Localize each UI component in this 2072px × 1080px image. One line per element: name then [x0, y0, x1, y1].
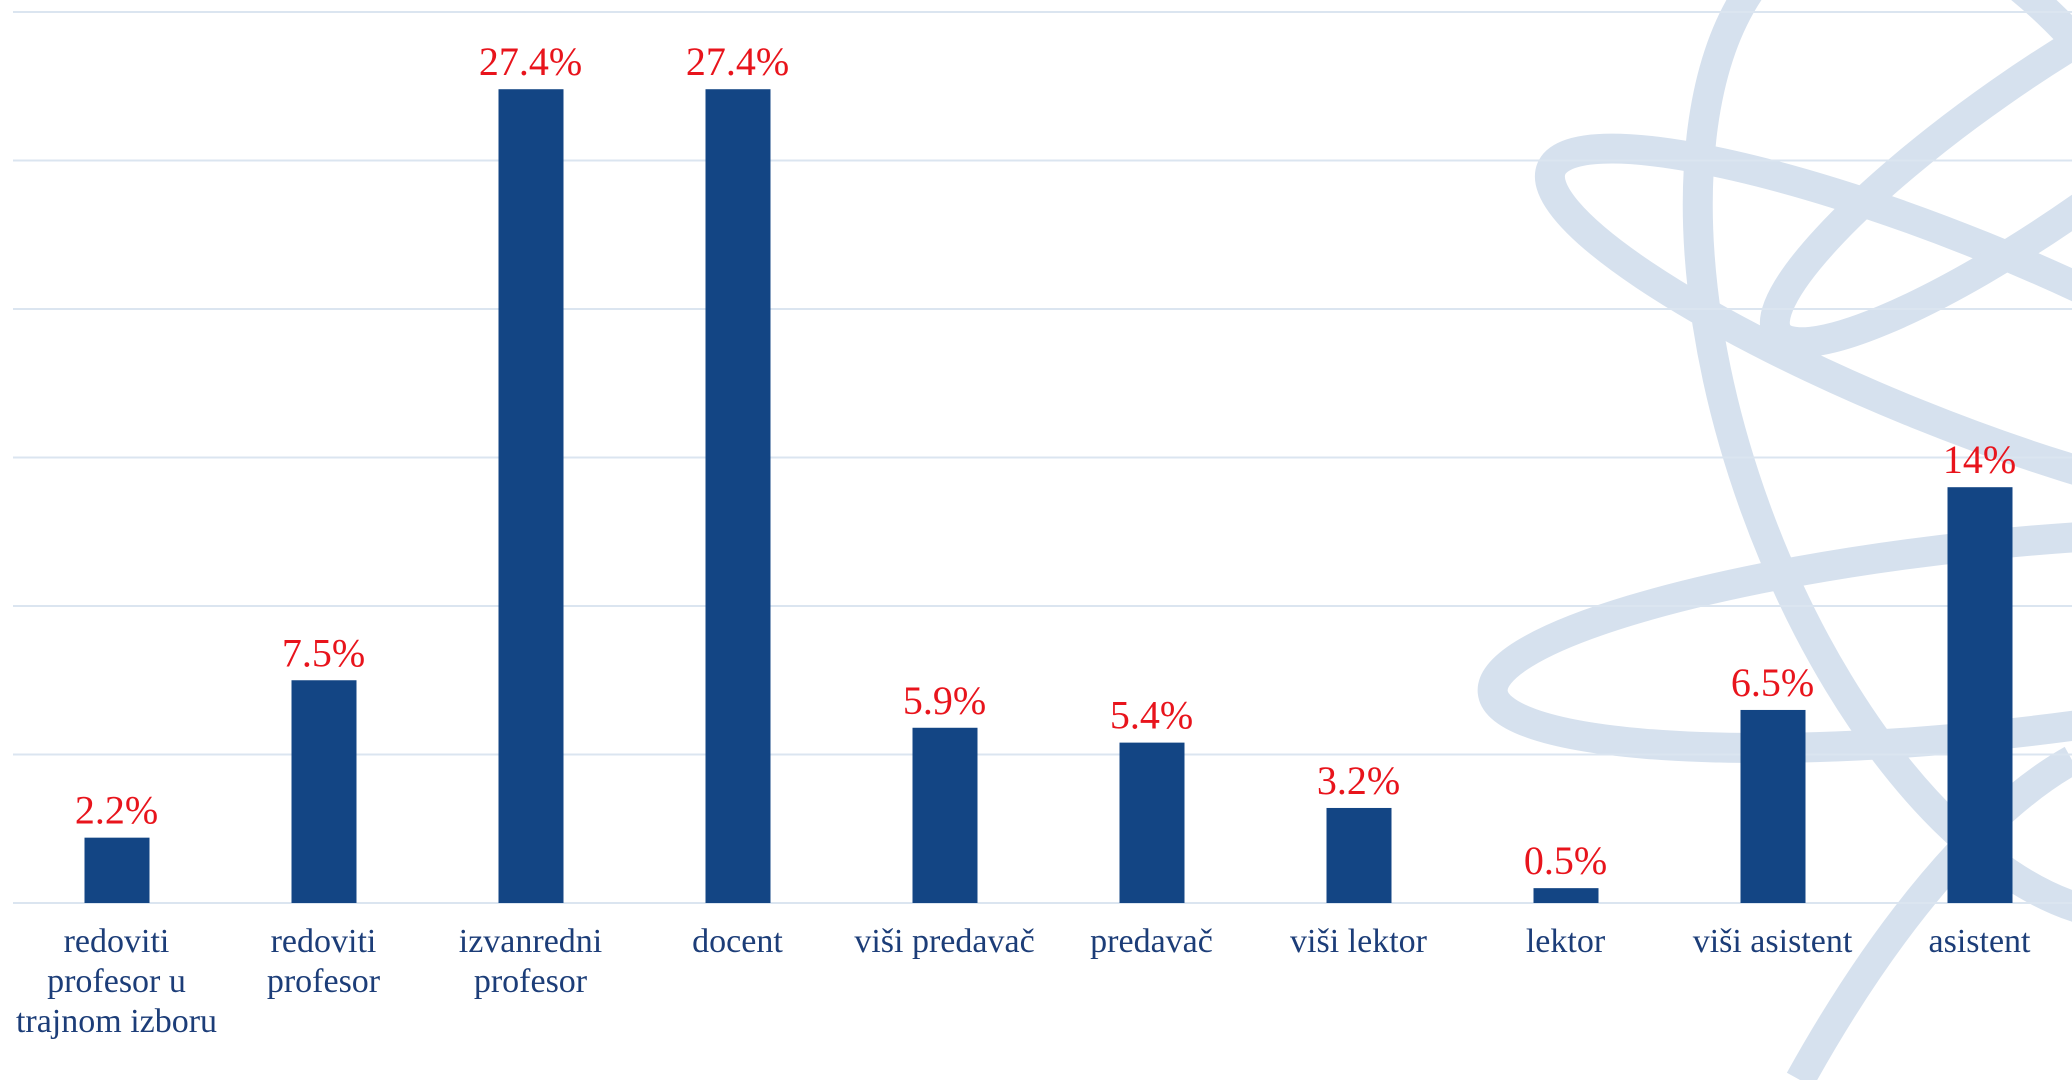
bar	[1947, 487, 2013, 903]
value-label: 27.4%	[686, 39, 789, 84]
bar	[1119, 742, 1185, 903]
decor-line	[1786, 746, 2072, 1080]
x-tick-label: predavač	[1090, 923, 1213, 960]
x-tick-label: lektor	[1525, 923, 1606, 960]
x-tick-label: viši predavač	[854, 923, 1035, 960]
bar	[912, 727, 978, 903]
bar	[1533, 888, 1599, 903]
x-tick-label: izvanredni profesor	[458, 923, 603, 1000]
value-label: 14%	[1943, 437, 2016, 482]
bar	[705, 89, 771, 904]
decor-loop	[1534, 133, 2072, 527]
bar	[498, 89, 564, 904]
value-label: 0.5%	[1524, 838, 1607, 883]
x-tick-label: viši asistent	[1692, 923, 1853, 960]
decor-loop	[1682, 0, 2072, 932]
value-label: 5.4%	[1110, 693, 1193, 738]
bar	[1740, 709, 1806, 903]
bar	[1326, 807, 1392, 903]
x-tick-label: docent	[692, 923, 783, 960]
value-label: 2.2%	[75, 788, 158, 833]
value-label: 27.4%	[479, 39, 582, 84]
value-label: 7.5%	[282, 630, 365, 675]
bar	[291, 680, 357, 903]
x-tick-label: redoviti profesor	[266, 923, 381, 1000]
x-tick-label: viši lektor	[1290, 923, 1427, 960]
decor-loop	[1759, 0, 2072, 358]
x-tick-label: asistent	[1928, 923, 2031, 960]
bar	[84, 837, 150, 903]
value-label: 5.9%	[903, 678, 986, 723]
x-tick-label: redoviti profesor u trajnom izboru	[15, 923, 218, 1040]
value-label: 6.5%	[1731, 660, 1814, 705]
value-label: 3.2%	[1317, 758, 1400, 803]
